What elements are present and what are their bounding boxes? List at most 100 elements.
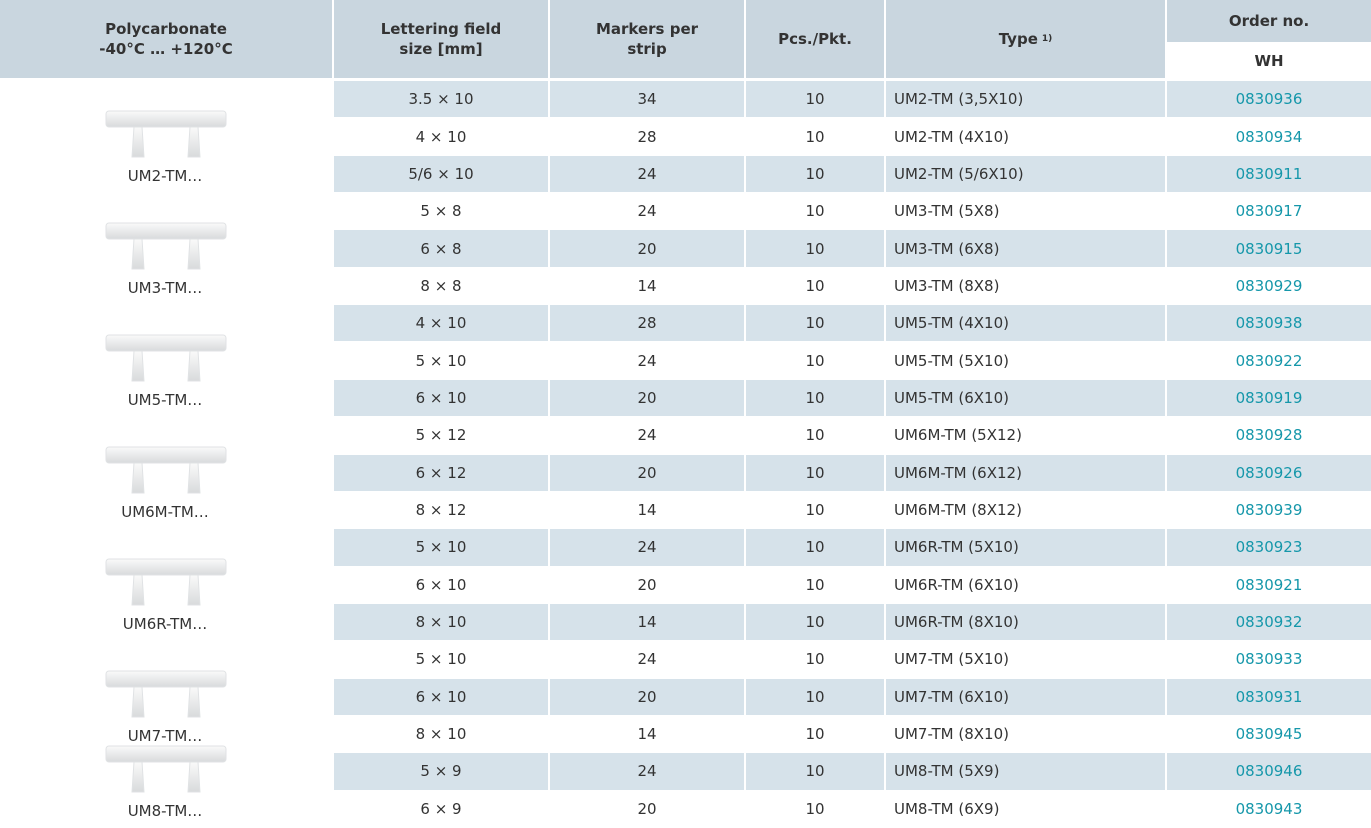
order-no: 0830932 — [1167, 604, 1371, 640]
type-text: Type — [999, 29, 1038, 49]
pcs: 10 — [746, 342, 884, 378]
type: UM2-TM (3,5X10) — [886, 81, 1165, 117]
size: 5 × 12 — [334, 417, 548, 453]
pcs: 10 — [746, 753, 884, 789]
type: UM8-TM (6X9) — [886, 791, 1165, 827]
type-note: 1) — [1042, 29, 1052, 49]
type: UM5-TM (5X10) — [886, 342, 1165, 378]
order-no: 0830934 — [1167, 118, 1371, 154]
order-no: 0830926 — [1167, 455, 1371, 491]
pcs: 10 — [746, 567, 884, 603]
page: Polycarbonate-40°C … +120°CLettering fie… — [0, 0, 1371, 828]
product-image — [96, 105, 236, 165]
markers: 24 — [550, 753, 744, 789]
type: UM6M-TM (8X12) — [886, 492, 1165, 528]
pcs: 10 — [746, 193, 884, 229]
type: UM3-TM (8X8) — [886, 268, 1165, 304]
pcs: 10 — [746, 791, 884, 827]
order-no: 0830911 — [1167, 156, 1371, 192]
size: 8 × 10 — [334, 716, 548, 752]
order-no: 0830938 — [1167, 305, 1371, 341]
size: 6 × 12 — [334, 455, 548, 491]
product-label: UM2-TM… — [0, 167, 330, 185]
product-label: UM6M-TM… — [0, 503, 330, 521]
order-no: 0830915 — [1167, 230, 1371, 266]
type: UM7-TM (8X10) — [886, 716, 1165, 752]
header-markers-line: strip — [627, 39, 666, 59]
size: 8 × 8 — [334, 268, 548, 304]
markers: 34 — [550, 81, 744, 117]
markers: 24 — [550, 529, 744, 565]
size: 5/6 × 10 — [334, 156, 548, 192]
type: UM8-TM (5X9) — [886, 753, 1165, 789]
size: 6 × 10 — [334, 380, 548, 416]
pcs: 10 — [746, 716, 884, 752]
size: 5 × 8 — [334, 193, 548, 229]
type: UM6R-TM (5X10) — [886, 529, 1165, 565]
type: UM6M-TM (5X12) — [886, 417, 1165, 453]
type: UM2-TM (5/6X10) — [886, 156, 1165, 192]
markers: 24 — [550, 193, 744, 229]
order-no: 0830923 — [1167, 529, 1371, 565]
product-label: UM5-TM… — [0, 391, 330, 409]
order-no: 0830946 — [1167, 753, 1371, 789]
size: 8 × 12 — [334, 492, 548, 528]
type: UM3-TM (6X8) — [886, 230, 1165, 266]
order-no: 0830931 — [1167, 679, 1371, 715]
header-material-line: -40°C … +120°C — [99, 39, 232, 59]
header-field-size-line: Lettering field — [381, 19, 502, 39]
markers: 20 — [550, 230, 744, 266]
pcs: 10 — [746, 81, 884, 117]
markers: 24 — [550, 641, 744, 677]
type: UM6M-TM (6X12) — [886, 455, 1165, 491]
product-label: UM3-TM… — [0, 279, 330, 297]
markers: 24 — [550, 417, 744, 453]
header-markers-line: Markers per — [596, 19, 698, 39]
markers: 20 — [550, 567, 744, 603]
header-material-line: Polycarbonate — [105, 19, 227, 39]
order-no: 0830936 — [1167, 81, 1371, 117]
size: 5 × 10 — [334, 529, 548, 565]
type: UM5-TM (4X10) — [886, 305, 1165, 341]
product-image — [96, 329, 236, 389]
product-image — [96, 740, 236, 800]
product-image — [96, 441, 236, 501]
pcs: 10 — [746, 230, 884, 266]
size: 6 × 10 — [334, 567, 548, 603]
size: 3.5 × 10 — [334, 81, 548, 117]
type: UM6R-TM (6X10) — [886, 567, 1165, 603]
order-no: 0830939 — [1167, 492, 1371, 528]
markers: 24 — [550, 342, 744, 378]
markers: 28 — [550, 118, 744, 154]
header-pcs: Pcs./Pkt. — [746, 0, 884, 78]
size: 4 × 10 — [334, 118, 548, 154]
product-image — [96, 665, 236, 725]
size: 6 × 10 — [334, 679, 548, 715]
markers: 28 — [550, 305, 744, 341]
size: 5 × 10 — [334, 342, 548, 378]
order-no: 0830943 — [1167, 791, 1371, 827]
pcs: 10 — [746, 679, 884, 715]
type: UM2-TM (4X10) — [886, 118, 1165, 154]
header-order-sub: WH — [1167, 44, 1371, 78]
type: UM6R-TM (8X10) — [886, 604, 1165, 640]
size: 6 × 9 — [334, 791, 548, 827]
size: 4 × 10 — [334, 305, 548, 341]
pcs: 10 — [746, 529, 884, 565]
markers: 14 — [550, 604, 744, 640]
pcs: 10 — [746, 156, 884, 192]
order-no: 0830928 — [1167, 417, 1371, 453]
order-no: 0830945 — [1167, 716, 1371, 752]
markers: 20 — [550, 791, 744, 827]
header-material: Polycarbonate-40°C … +120°C — [0, 0, 332, 78]
markers: 14 — [550, 268, 744, 304]
size: 6 × 8 — [334, 230, 548, 266]
markers: 14 — [550, 492, 744, 528]
order-no: 0830921 — [1167, 567, 1371, 603]
pcs: 10 — [746, 492, 884, 528]
order-no: 0830922 — [1167, 342, 1371, 378]
